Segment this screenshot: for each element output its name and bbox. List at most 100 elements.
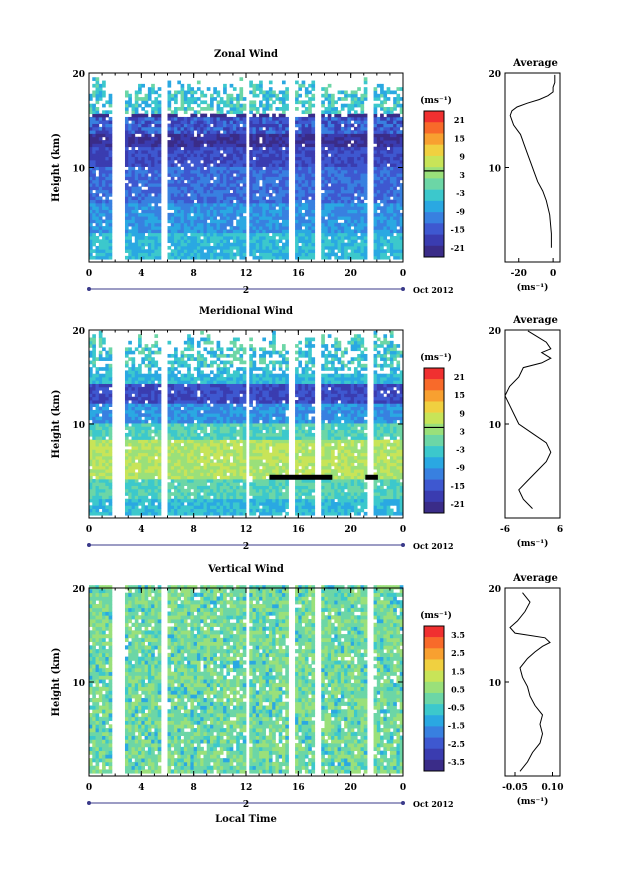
- heatmap-cell: [207, 183, 211, 187]
- heatmap-cell: [105, 110, 109, 114]
- heatmap-cell: [177, 183, 181, 187]
- heatmap-cell: [298, 206, 302, 210]
- heatmap-cell: [109, 456, 113, 460]
- heatmap-cell: [360, 140, 364, 144]
- heatmap-cell: [256, 239, 260, 243]
- heatmap-cell: [177, 173, 181, 177]
- heatmap-cell: [360, 233, 364, 237]
- heatmap-cell: [259, 236, 263, 240]
- heatmap-cell: [138, 344, 142, 348]
- heatmap-cell: [154, 180, 158, 184]
- heatmap-cell: [148, 243, 152, 247]
- heatmap-cell: [275, 153, 279, 157]
- heatmap-cell: [295, 243, 299, 247]
- heatmap-cell: [89, 206, 93, 210]
- heatmap-cell: [174, 469, 178, 473]
- heatmap-cell: [269, 167, 273, 171]
- heatmap-cell: [132, 200, 136, 204]
- heatmap-cell: [174, 219, 178, 223]
- heatmap-cell: [282, 114, 286, 118]
- heatmap-cell: [256, 236, 260, 240]
- heatmap-cell: [135, 173, 139, 177]
- heatmap-cell: [187, 253, 191, 257]
- heatmap-cell: [217, 196, 221, 200]
- heatmap-cell: [109, 243, 113, 247]
- heatmap-cell: [364, 120, 368, 124]
- heatmap-cell: [285, 107, 289, 111]
- heatmap-cell: [187, 170, 191, 174]
- heatmap-cell: [125, 153, 129, 157]
- heatmap-cell: [239, 127, 243, 131]
- heatmap-cell: [145, 236, 149, 240]
- heatmap-cell: [148, 354, 152, 358]
- heatmap-cell: [125, 403, 129, 407]
- heatmap-cell: [168, 446, 172, 450]
- heatmap-cell: [364, 210, 368, 214]
- heatmap-cell: [341, 147, 345, 151]
- heatmap-cell: [220, 203, 224, 207]
- heatmap-cell: [128, 249, 132, 253]
- heatmap-cell: [92, 472, 96, 476]
- heatmap-cell: [279, 183, 283, 187]
- heatmap-cell: [151, 505, 155, 509]
- heatmap-cell: [390, 180, 394, 184]
- heatmap-cell: [236, 243, 240, 247]
- date-label: Oct 2012: [413, 285, 454, 295]
- heatmap-cell: [109, 416, 113, 420]
- heatmap-cell: [158, 127, 162, 131]
- heatmap-cell: [341, 180, 345, 184]
- heatmap-cell: [187, 117, 191, 121]
- heatmap-cell: [259, 213, 263, 217]
- heatmap-cell: [220, 173, 224, 177]
- heatmap-cell: [128, 130, 132, 134]
- heatmap-cell: [99, 190, 103, 194]
- heatmap-cell: [125, 147, 129, 151]
- heatmap-cell: [383, 110, 387, 114]
- heatmap-cell: [210, 137, 214, 141]
- heatmap-cell: [102, 380, 106, 384]
- heatmap-cell: [249, 186, 253, 190]
- heatmap-cell: [249, 253, 253, 257]
- heatmap-cell: [177, 127, 181, 131]
- heatmap-cell: [266, 203, 270, 207]
- heatmap-cell: [393, 190, 397, 194]
- heatmap-cell: [154, 364, 158, 368]
- heatmap-cell: [171, 384, 175, 388]
- heatmap-cell: [154, 120, 158, 124]
- heatmap-cell: [203, 246, 207, 250]
- heatmap-cell: [128, 243, 132, 247]
- heatmap-cell: [256, 233, 260, 237]
- heatmap-cell: [233, 117, 237, 121]
- heatmap-cell: [105, 176, 109, 180]
- heatmap-cell: [128, 233, 132, 237]
- heatmap-cell: [174, 410, 178, 414]
- heatmap-cell: [256, 216, 260, 220]
- heatmap-cell: [396, 150, 400, 154]
- heatmap-cell: [194, 157, 198, 161]
- heatmap-cell: [105, 397, 109, 401]
- heatmap-cell: [125, 249, 129, 253]
- heatmap-cell: [338, 157, 342, 161]
- heatmap-cell: [171, 163, 175, 167]
- heatmap-cell: [158, 239, 162, 243]
- heatmap-cell: [295, 223, 299, 227]
- heatmap-cell: [102, 456, 106, 460]
- heatmap-cell: [360, 173, 364, 177]
- heatmap-cell: [96, 463, 100, 467]
- heatmap-cell: [145, 397, 149, 401]
- heatmap-cell: [141, 127, 145, 131]
- colorbar-tick-label: 21: [454, 115, 465, 125]
- heatmap-cell: [135, 347, 139, 351]
- heatmap-cell: [203, 117, 207, 121]
- heatmap-cell: [239, 219, 243, 223]
- heatmap-cell: [396, 100, 400, 104]
- heatmap-cell: [396, 173, 400, 177]
- heatmap-cell: [253, 120, 257, 124]
- heatmap-cell: [89, 449, 93, 453]
- heatmap-cell: [171, 233, 175, 237]
- heatmap-cell: [311, 97, 315, 101]
- heatmap-cell: [298, 140, 302, 144]
- heatmap-cell: [158, 453, 162, 457]
- heatmap-cell: [181, 100, 185, 104]
